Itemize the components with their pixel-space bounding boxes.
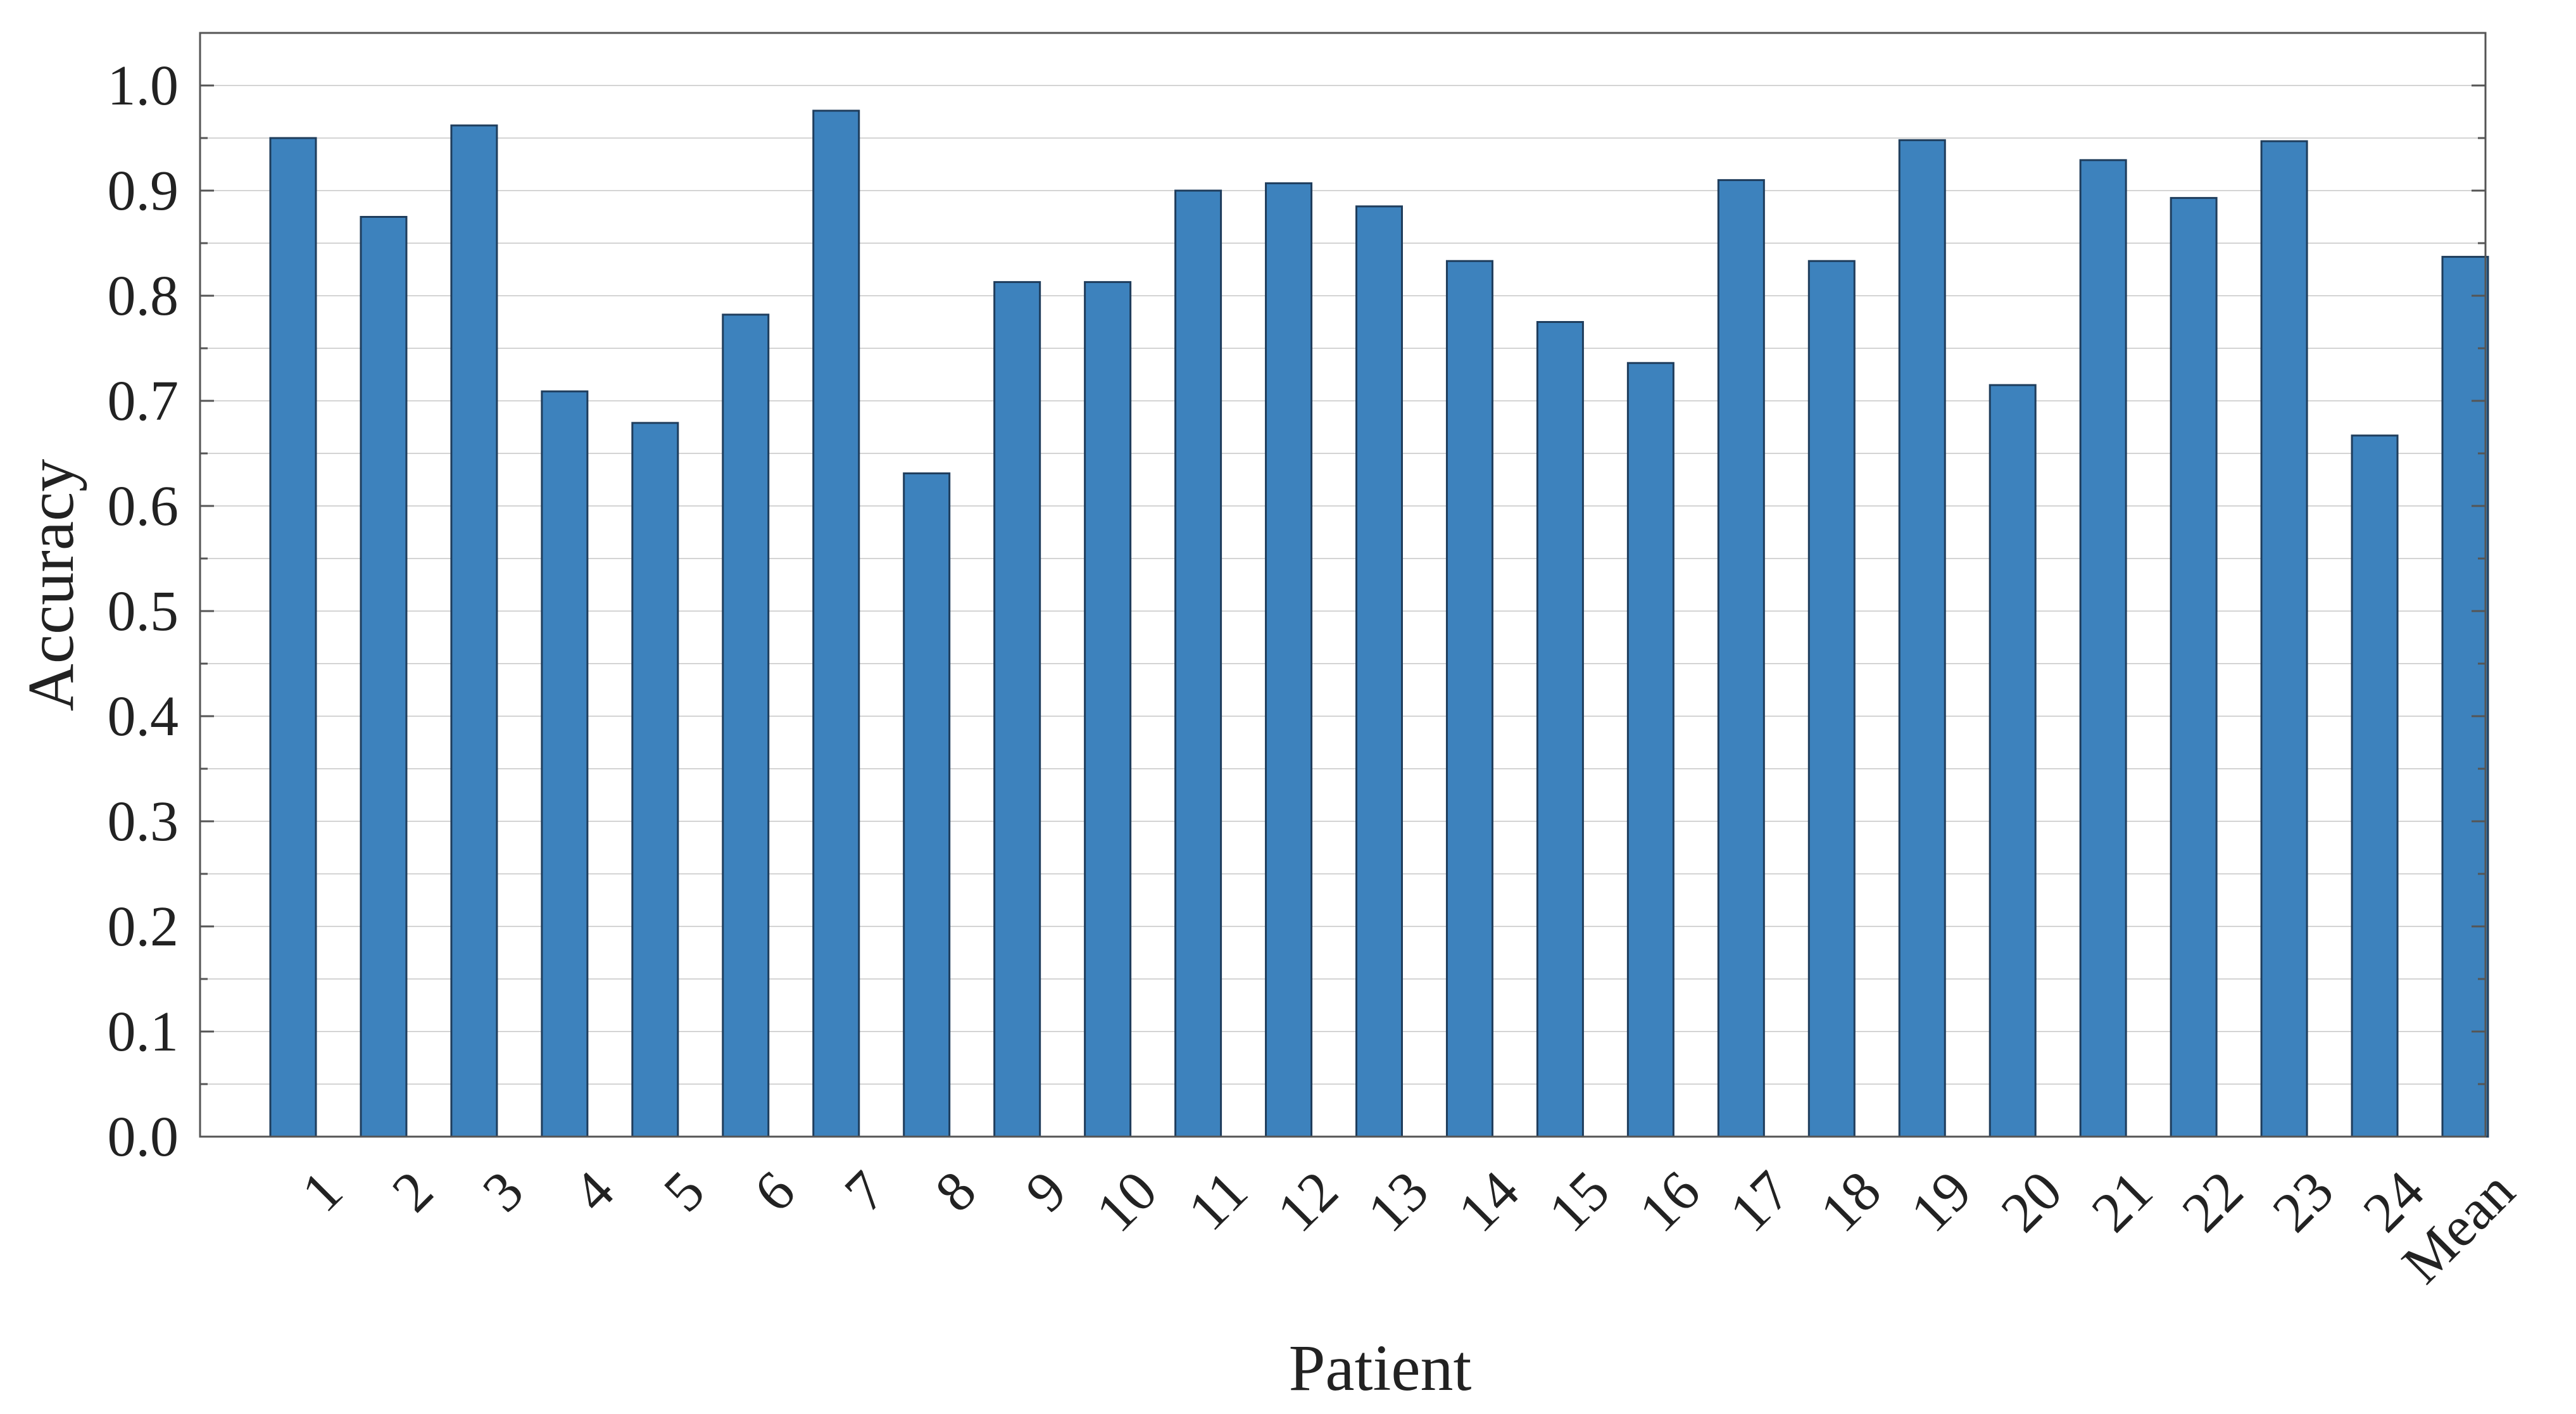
x-tick-label: 2 [380, 1159, 445, 1224]
x-tick-label: 19 [1899, 1159, 1983, 1244]
y-tick-label: 0.5 [108, 580, 179, 643]
y-tick-labels: 0.0 0.1 0.2 0.3 0.4 0.5 0.6 0.7 0.8 0.9 1.0 [108, 54, 179, 1168]
plot-frame [199, 32, 2487, 1138]
bar [2351, 434, 2399, 1138]
x-tick-labels: 1 2 3 4 5 6 7 8 9 10 11 12 13 14 15 16 17 18 19 20 21 22 23 24M… [290, 1159, 2527, 1296]
y-tick-label: 0.9 [108, 160, 179, 222]
x-tick-label: 16 [1628, 1159, 1712, 1244]
bar [722, 313, 770, 1138]
bar [903, 472, 951, 1138]
bar [1717, 179, 1765, 1138]
x-tick-label: 22 [2170, 1159, 2255, 1244]
bar [812, 110, 860, 1138]
bar [2441, 256, 2489, 1138]
y-tick-label: 0.6 [108, 475, 179, 538]
x-tick-label: 14 [1447, 1159, 1531, 1244]
bars [269, 110, 2489, 1138]
bar [2170, 197, 2218, 1138]
y-tick-label: 0.7 [108, 370, 179, 432]
x-tick-label: 7 [833, 1159, 898, 1224]
bar [2079, 159, 2127, 1138]
bar [1626, 362, 1674, 1138]
y-tick-label: 0.0 [108, 1106, 179, 1168]
y-tick-label: 0.4 [108, 685, 179, 748]
x-tick-label: 23 [2261, 1159, 2346, 1244]
x-tick-label: 5 [652, 1159, 717, 1224]
x-tick-label: 15 [1537, 1159, 1622, 1244]
x-tick-label: 4 [562, 1159, 626, 1224]
bar [1174, 189, 1222, 1138]
bar [450, 124, 498, 1138]
x-tick-label: 18 [1808, 1159, 1893, 1244]
bar [1807, 260, 1856, 1138]
x-axis-label: Patient [1289, 1332, 1472, 1405]
x-tick-label: 8 [924, 1159, 988, 1224]
x-tick-label: 20 [1989, 1159, 2074, 1244]
bar [1084, 281, 1132, 1138]
bar [541, 390, 589, 1138]
bar [1536, 321, 1584, 1138]
bar [1445, 260, 1493, 1138]
bar [1265, 182, 1313, 1138]
x-tick-label: 21 [2080, 1159, 2164, 1244]
bar [1989, 384, 2037, 1138]
x-tick-label: 1 [290, 1159, 355, 1224]
y-axis-label: Accuracy [15, 459, 87, 711]
y-tick-label: 0.3 [108, 790, 179, 853]
y-tick-label: 0.8 [108, 265, 179, 327]
x-tick-label: 13 [1356, 1159, 1441, 1244]
x-tick-label: 10 [1084, 1159, 1169, 1244]
axis-ticks [200, 84, 2485, 1085]
x-tick-label: 17 [1718, 1159, 1803, 1244]
x-tick-label: 11 [1176, 1159, 1259, 1242]
y-tick-label: 0.2 [108, 895, 179, 958]
x-tick-label: 12 [1266, 1159, 1350, 1244]
y-tick-label: 1.0 [108, 54, 179, 117]
bar [269, 137, 317, 1138]
x-tick-label: 3 [471, 1159, 536, 1224]
bar [360, 216, 408, 1138]
x-tick-label: 6 [743, 1159, 807, 1224]
bar [631, 422, 679, 1138]
bar [993, 281, 1041, 1138]
y-tick-label: 0.1 [108, 1001, 179, 1063]
bar [1355, 205, 1403, 1138]
bar [2260, 140, 2308, 1138]
x-tick-label: 9 [1014, 1159, 1079, 1224]
bar [1898, 139, 1946, 1138]
